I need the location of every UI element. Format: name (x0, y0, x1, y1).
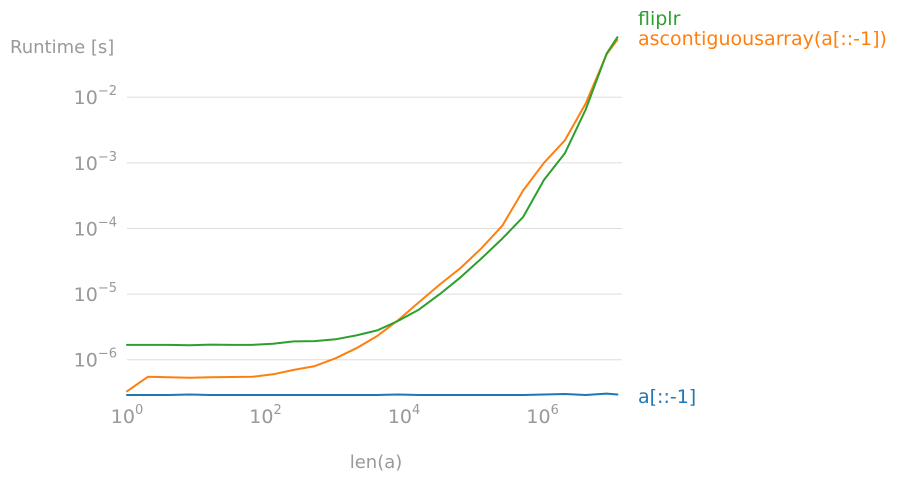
series-label-0: a[::-1] (638, 386, 696, 408)
y-tick-label: 10−5 (74, 281, 117, 306)
series-lines (126, 36, 619, 396)
y-tick-labels: 10−6 10−5 10−4 10−3 10−2 (74, 84, 117, 372)
y-tick-label: 10−6 (74, 347, 117, 372)
x-tick-label: 104 (388, 403, 420, 428)
series-labels: a[::-1] ascontiguousarray(a[::-1])fliplr (638, 8, 887, 408)
x-tick-label: 102 (249, 403, 281, 428)
x-tick-label: 100 (111, 403, 143, 428)
y-tick-label: 10−3 (74, 150, 117, 175)
x-tick-labels: 100 102 104 106 (111, 403, 559, 428)
series-label-2: fliplr (638, 8, 681, 30)
series-line-2 (126, 36, 619, 347)
series-label-1: ascontiguousarray(a[::-1]) (638, 28, 887, 50)
grid-lines (127, 96, 622, 361)
x-axis-label: len(a) (350, 452, 403, 473)
series-line-0 (126, 392, 619, 396)
y-tick-label: 10−4 (74, 215, 117, 240)
y-tick-label: 10−2 (74, 84, 117, 109)
y-axis-label: Runtime [s] (10, 37, 114, 58)
series-line-1 (126, 38, 619, 393)
x-tick-label: 106 (526, 403, 558, 428)
